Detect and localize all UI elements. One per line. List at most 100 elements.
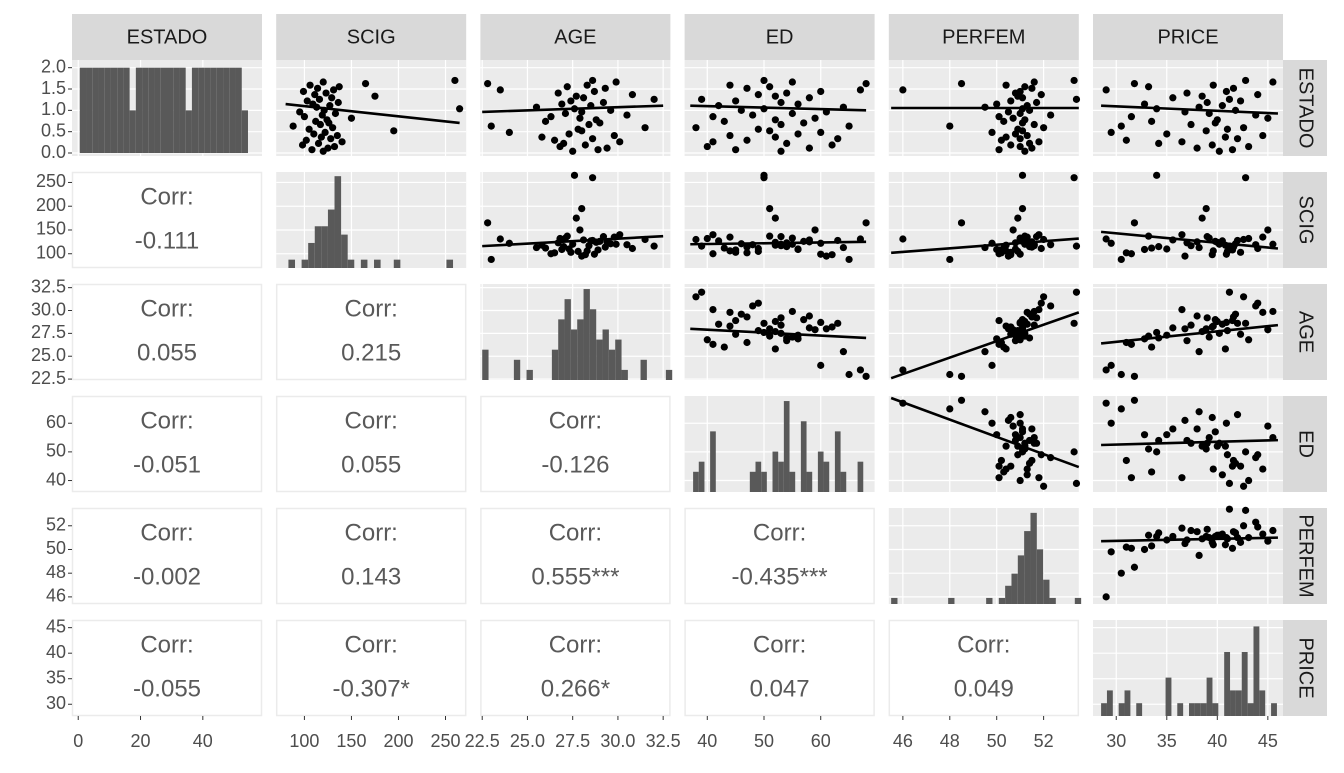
scatter-point [1070, 448, 1078, 456]
scatter-point [588, 76, 597, 85]
histogram-bar [1011, 573, 1018, 604]
scatter-point [1107, 239, 1115, 247]
scatter-point [995, 474, 1003, 482]
scatter-point [788, 234, 796, 242]
histogram-bar [665, 369, 673, 380]
scatter-point [1021, 116, 1029, 124]
corr-panel [684, 619, 875, 717]
scatter-point [1014, 125, 1022, 133]
scatter-point [845, 255, 853, 264]
scatter-point [1203, 314, 1211, 322]
x-tick-label: 100 [289, 731, 319, 751]
scatter-point [800, 316, 808, 324]
scatter-point [957, 396, 966, 404]
histogram-bar [772, 451, 779, 492]
histogram-bar [393, 259, 401, 268]
scatter-point [946, 122, 954, 130]
scatter-point [1245, 142, 1253, 151]
scatter-point [1127, 474, 1136, 482]
scatter-point [1239, 522, 1248, 530]
strip-right [1283, 396, 1327, 492]
scatter-point [1117, 255, 1125, 264]
scatter-point [817, 318, 825, 326]
scatter-point [541, 244, 550, 252]
scatter-point [1222, 419, 1231, 427]
corr-panel [275, 507, 467, 605]
histogram-bar [783, 401, 790, 492]
scatter-point [760, 76, 768, 85]
scatter-point [1047, 302, 1055, 310]
scatter-point [777, 233, 785, 241]
histogram-bar [1177, 703, 1184, 716]
scatter-point [315, 95, 324, 103]
scatter-point [993, 100, 1001, 108]
y-tick-label: 50 [46, 441, 66, 461]
fit-line [690, 240, 867, 246]
histogram-bar [693, 471, 699, 492]
scatter-point [1032, 439, 1041, 447]
scatter-point [578, 108, 586, 116]
scatter-point [390, 127, 398, 135]
y-tick-label: 1.5 [41, 78, 66, 98]
scatter-point [338, 138, 346, 146]
scatter-point [771, 214, 779, 222]
scatter-point [862, 372, 870, 380]
y-tick-label: 0.0 [41, 142, 66, 162]
histogram-bar [577, 319, 584, 380]
scatter-point [1032, 233, 1041, 241]
scatter-point [1236, 538, 1245, 546]
scatter-point [1004, 416, 1013, 424]
scatter-point [1030, 78, 1038, 86]
histogram-bar [1101, 703, 1107, 716]
fit-line [285, 102, 460, 125]
corr-label: Corr: [140, 631, 193, 658]
scatter-point [1215, 147, 1223, 155]
scatter-point [1009, 114, 1017, 122]
scatter-point [616, 231, 624, 239]
histogram-bar [1241, 652, 1248, 716]
histogram-bar [526, 369, 533, 380]
histogram-bar [235, 67, 242, 154]
histogram-bar [1189, 703, 1195, 716]
scatter-point [1181, 252, 1189, 260]
scatter-point [845, 370, 853, 379]
scatter-point [576, 226, 584, 234]
strip-label: ED [1295, 430, 1317, 458]
scatter-point [995, 113, 1003, 121]
scatter-point [306, 81, 314, 89]
scatter-point [1016, 250, 1024, 258]
scatter-point [628, 91, 637, 99]
histogram-bar [778, 461, 784, 492]
scatter-point [1016, 135, 1024, 143]
histogram-bar [334, 176, 342, 268]
scatter-point [322, 89, 330, 97]
scatter-point [1102, 235, 1110, 243]
scatter-point [1040, 293, 1048, 301]
scatter-point [1021, 147, 1029, 155]
scatter-point [1028, 84, 1036, 92]
scatter-point [1264, 537, 1272, 545]
scatter-point [1178, 474, 1186, 482]
histogram-bar [129, 110, 136, 154]
corr-value: 0.215 [341, 339, 401, 366]
scatter-point [1021, 83, 1029, 91]
scatter-point [1242, 448, 1250, 456]
histogram-bar [621, 369, 628, 380]
scatter-point [692, 124, 700, 132]
scatter-point [650, 95, 658, 103]
scatter-point [1269, 78, 1277, 86]
histogram-bar [806, 471, 813, 492]
scatter-point [834, 135, 842, 143]
y-tick-label: 100 [36, 242, 66, 262]
scatter-point [650, 242, 658, 250]
scatter-point [1225, 479, 1234, 488]
scatter-point [771, 133, 779, 141]
scatter-point [828, 323, 836, 331]
scatter-point [1107, 548, 1115, 556]
strip-label: AGE [554, 26, 596, 48]
scatter-point [547, 250, 555, 258]
scatter-point [330, 142, 339, 151]
scatter-point [839, 243, 848, 252]
fit-line [482, 104, 664, 114]
scatter-point [1117, 569, 1125, 577]
